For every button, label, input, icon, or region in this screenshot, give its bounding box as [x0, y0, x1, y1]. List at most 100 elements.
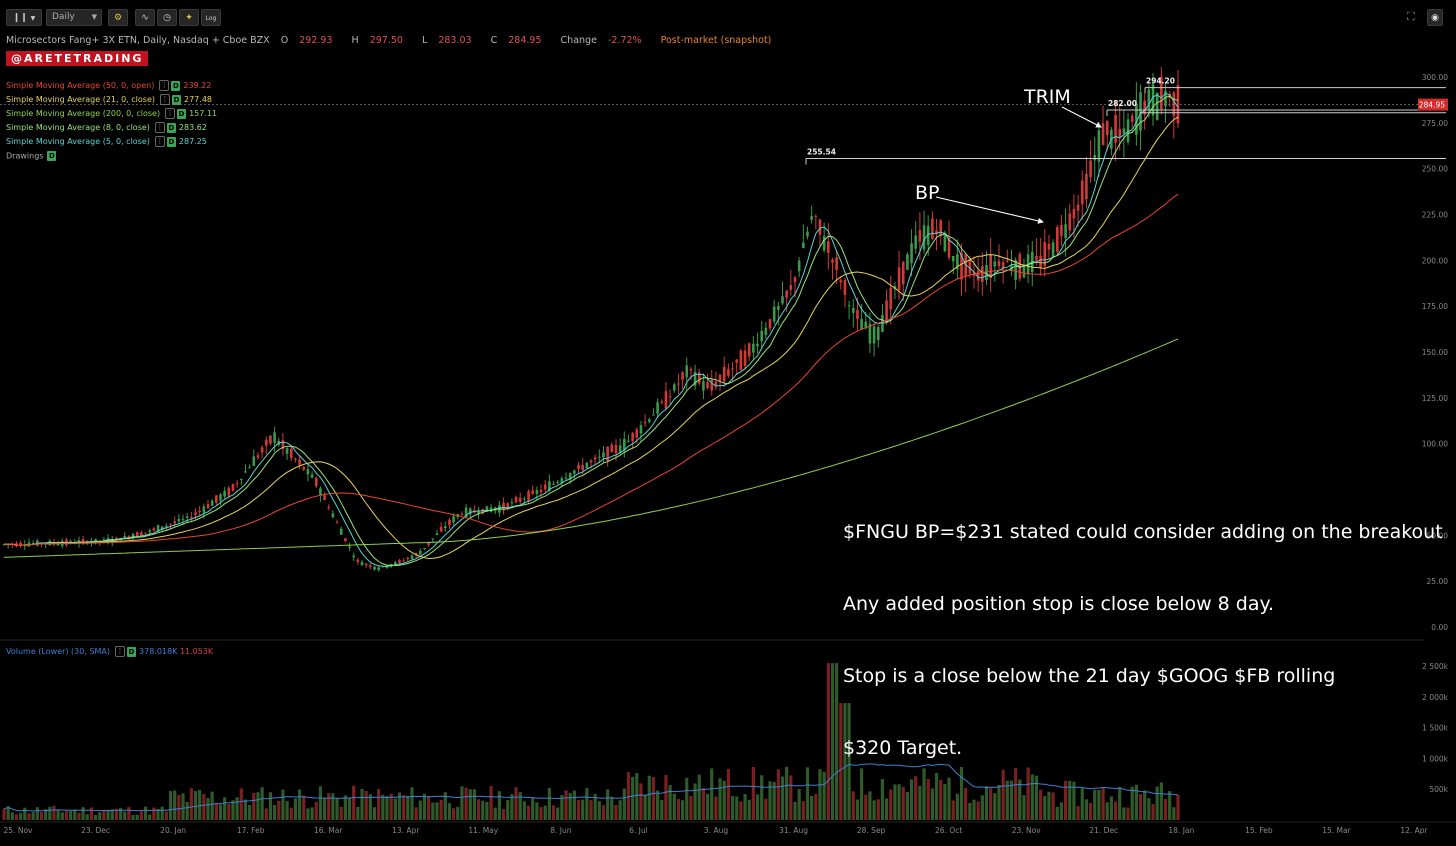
- volume-bar: [1030, 774, 1034, 820]
- y-tick-label: 300.00: [1422, 73, 1448, 82]
- volume-bar: [1159, 782, 1163, 820]
- volume-bar: [714, 796, 718, 820]
- candle-body: [339, 528, 343, 535]
- study-toggle[interactable]: D: [172, 94, 181, 105]
- volume-bar: [560, 795, 564, 820]
- volume-bar: [289, 807, 293, 820]
- study-toggle[interactable]: D: [166, 136, 176, 147]
- volume-bar: [160, 806, 164, 820]
- candle-body: [623, 438, 626, 451]
- volume-bar: [322, 797, 327, 820]
- candle-body: [219, 494, 222, 501]
- candle-body: [989, 254, 992, 279]
- study-toggle[interactable]: D: [171, 80, 181, 91]
- candle-body: [839, 280, 843, 283]
- volume-toggle[interactable]: D: [127, 646, 137, 657]
- study-legend-item[interactable]: Simple Moving Average (200, 0, close) ⋮ D 1…: [6, 108, 217, 119]
- candle-body: [826, 241, 830, 253]
- study-toggle[interactable]: D: [166, 122, 176, 133]
- draw-line-icon[interactable]: ∿: [135, 9, 155, 26]
- study-settings-icon[interactable]: ⋮: [154, 122, 165, 133]
- candle-body: [976, 270, 980, 281]
- volume-bar: [747, 799, 751, 820]
- volume-bar: [631, 776, 635, 820]
- candle-body: [252, 456, 256, 466]
- y-tick-label: 275.00: [1422, 119, 1448, 128]
- settings-gear-icon[interactable]: ⚙: [108, 9, 128, 26]
- crosshair-icon[interactable]: ✦: [179, 9, 199, 26]
- x-tick-label: 6. Jul: [629, 826, 648, 835]
- volume-bar: [202, 794, 206, 820]
- timeframe-select[interactable]: Daily ▼: [46, 9, 102, 26]
- candle-body: [327, 507, 331, 509]
- volume-bar: [1047, 791, 1051, 820]
- volume-legend: Volume (Lower) (30, SMA) ⋮ D 378.018K 11.05…: [6, 646, 213, 657]
- volume-bar: [368, 794, 372, 820]
- volume-bar: [705, 793, 710, 820]
- volume-bar: [1163, 799, 1168, 820]
- level-label: 282.00: [1108, 99, 1137, 108]
- candle-body: [344, 538, 347, 542]
- candle-body: [1043, 242, 1047, 266]
- low-label: L: [421, 35, 428, 46]
- volume-bar: [980, 795, 984, 820]
- volume-bar: [472, 789, 477, 820]
- volume-bar: [93, 814, 98, 820]
- candle-body: [431, 538, 435, 540]
- volume-bar: [872, 800, 876, 820]
- candle-body: [1101, 123, 1105, 146]
- volume-settings-icon[interactable]: ⋮: [115, 646, 126, 657]
- candle-body: [1155, 93, 1159, 120]
- volume-bar: [997, 784, 1001, 820]
- volume-bar: [210, 791, 214, 820]
- volume-bar: [789, 775, 793, 820]
- candle-body: [660, 401, 664, 403]
- volume-bar: [726, 768, 730, 820]
- note-line: Any added position stop is close below 8…: [843, 593, 1275, 615]
- study-settings-icon[interactable]: ⋮: [159, 80, 170, 91]
- study-settings-icon[interactable]: ⋮: [165, 108, 176, 119]
- volume-bar: [310, 807, 314, 820]
- candle-body: [1039, 256, 1042, 268]
- candle-body: [1006, 260, 1009, 262]
- chart-style-button[interactable]: ❙❙ ▼: [6, 9, 42, 26]
- volume-bar: [818, 769, 822, 820]
- volume-bar: [60, 812, 64, 820]
- candle-body: [260, 447, 264, 453]
- change-value: -2.72%: [607, 35, 642, 46]
- volume-bar: [181, 793, 185, 820]
- camera-icon[interactable]: ◉: [1427, 9, 1443, 26]
- clock-icon[interactable]: ◷: [157, 9, 177, 26]
- study-toggle[interactable]: D: [177, 108, 187, 119]
- open-label: O: [280, 35, 289, 46]
- volume-bar: [826, 663, 830, 820]
- volume-bar: [19, 813, 23, 820]
- candle-body: [1135, 104, 1138, 135]
- candle-body: [527, 491, 530, 502]
- candle-body: [460, 514, 464, 516]
- y-tick-label: 175.00: [1422, 302, 1448, 311]
- candle-body: [1114, 115, 1117, 143]
- volume-bar: [822, 771, 826, 820]
- log-scale-button[interactable]: Log: [201, 9, 221, 26]
- candle-body: [802, 242, 805, 249]
- drawings-toggle[interactable]: D: [47, 151, 57, 161]
- volume-bar: [23, 807, 27, 820]
- candle-body: [647, 419, 651, 422]
- volume-value: 378.018K: [139, 647, 178, 656]
- last-price-badge: [1418, 98, 1448, 111]
- drawings-legend[interactable]: Drawings D: [6, 151, 59, 161]
- study-legend-item[interactable]: Simple Moving Average (8, 0, close) ⋮ D 283…: [6, 122, 207, 133]
- x-tick-label: 11. May: [468, 826, 498, 835]
- volume-bar: [293, 798, 298, 820]
- study-legend-item[interactable]: Simple Moving Average (50, 0, open) ⋮ D 239…: [6, 80, 211, 91]
- study-settings-icon[interactable]: ⋮: [154, 136, 165, 147]
- candle-body: [131, 533, 135, 539]
- fullscreen-icon[interactable]: ⛶: [1407, 10, 1415, 23]
- candle-body: [306, 469, 310, 475]
- toolbar: ❙❙ ▼ Daily ▼ ⚙ ∿ ◷ ✦ Log ⛶ ◉: [0, 0, 1456, 34]
- study-legend-item[interactable]: Simple Moving Average (5, 0, close) ⋮ D 287…: [6, 136, 207, 147]
- candle-body: [756, 343, 759, 347]
- volume-bar: [618, 800, 622, 820]
